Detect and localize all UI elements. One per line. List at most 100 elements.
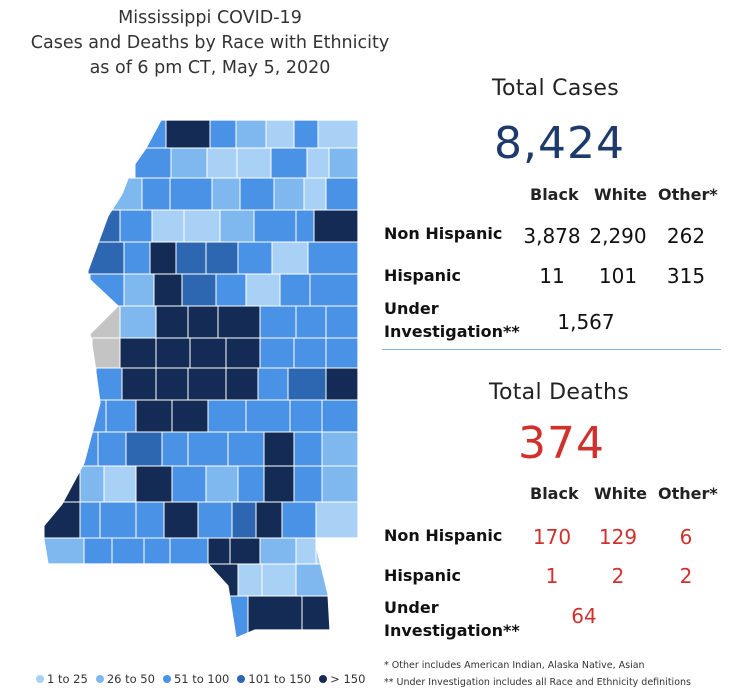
county-region-92	[205, 465, 239, 503]
county-region-45	[309, 273, 358, 307]
total-cases-title: Total Cases	[492, 76, 619, 101]
county-region-73	[171, 399, 209, 433]
county-region-28	[295, 209, 315, 243]
county-region-78	[67, 431, 99, 467]
county-region-118	[237, 563, 263, 597]
deaths-nh-black: 170	[532, 525, 572, 549]
legend-dot-4	[237, 675, 246, 683]
county-region-122	[247, 595, 303, 638]
county-region-63	[121, 367, 157, 401]
county-region-119	[261, 563, 297, 597]
county-region-54	[91, 337, 121, 369]
total-deaths-title: Total Deaths	[489, 380, 629, 405]
total-cases-number: 8,424	[494, 118, 625, 169]
county-region-76	[289, 399, 323, 433]
cases-row-non-hispanic: Non Hispanic	[384, 224, 503, 243]
county-region-59	[259, 337, 295, 369]
county-region-98	[79, 501, 101, 539]
county-region-72	[135, 399, 173, 433]
title-line-2: Cases and Deaths by Race with Ethnicity	[30, 33, 390, 53]
cases-under-value: 1,567	[557, 310, 615, 334]
county-region-104	[255, 501, 283, 539]
legend-item-3: 51 to 100	[162, 672, 230, 686]
cases-nh-white: 2,290	[589, 224, 647, 248]
county-layer	[43, 120, 358, 638]
county-region-2	[209, 120, 237, 149]
legend-label-2: 26 to 50	[106, 672, 155, 686]
county-region-22	[85, 209, 121, 243]
county-region-16	[169, 177, 213, 211]
county-region-27	[253, 209, 297, 243]
county-region-10	[236, 147, 272, 179]
county-region-64	[155, 367, 189, 401]
county-region-26	[219, 209, 255, 243]
county-region-7	[134, 147, 172, 179]
county-region-61	[325, 337, 358, 369]
deaths-under-label-2: Investigation**	[384, 621, 520, 640]
county-region-6	[317, 120, 358, 149]
legend-label-4: 101 to 150	[248, 672, 312, 686]
cases-h-black: 11	[539, 264, 565, 288]
county-region-36	[271, 241, 309, 275]
county-region-87	[49, 465, 81, 503]
legend-item-4: 101 to 150	[237, 672, 311, 686]
county-region-74	[207, 399, 247, 433]
legend-label-5: > 150	[330, 672, 366, 686]
deaths-col-black: Black	[530, 484, 579, 503]
deaths-row-under-investigation: Under Investigation**	[384, 596, 520, 642]
cases-col-other: Other*	[658, 185, 718, 204]
deaths-col-white: White	[594, 484, 648, 503]
cases-nh-black: 3,878	[523, 224, 581, 248]
county-region-100	[135, 501, 165, 539]
county-region-90	[135, 465, 173, 503]
deaths-nh-other: 6	[679, 525, 693, 549]
county-region-5	[293, 120, 319, 149]
cases-h-other: 315	[666, 264, 706, 288]
county-region-79	[97, 431, 127, 467]
county-region-58	[225, 337, 261, 369]
county-region-37	[307, 241, 358, 275]
legend-dot-3	[162, 675, 171, 683]
county-region-38	[89, 273, 125, 307]
county-region-47	[119, 305, 157, 339]
county-region-60	[293, 337, 327, 369]
cases-row-hispanic: Hispanic	[384, 266, 462, 285]
cases-col-white: White	[594, 185, 648, 204]
mississippi-county-map	[40, 108, 370, 643]
county-region-8	[170, 147, 208, 179]
county-region-13	[328, 147, 358, 179]
cases-row-under-investigation: Under Investigation**	[384, 297, 520, 343]
cases-col-black: Black	[530, 185, 579, 204]
title-line-3: as of 6 pm CT, May 5, 2020	[89, 58, 331, 78]
county-region-9	[206, 147, 238, 179]
county-region-93	[237, 465, 265, 503]
title-line-1: Mississippi COVID-19	[118, 8, 302, 28]
county-region-41	[181, 273, 217, 307]
county-region-91	[171, 465, 207, 503]
cases-under-label-1: Under	[384, 299, 439, 318]
county-region-52	[295, 305, 327, 339]
county-region-86	[321, 431, 358, 467]
total-deaths-number: 374	[518, 418, 605, 469]
county-region-114	[259, 537, 297, 565]
county-region-94	[263, 465, 295, 503]
county-region-108	[83, 537, 113, 565]
county-region-66	[225, 367, 259, 401]
county-region-109	[111, 537, 145, 565]
county-region-105	[281, 501, 317, 539]
county-region-102	[197, 501, 233, 539]
county-region-33	[175, 241, 207, 275]
county-region-49	[187, 305, 219, 339]
county-region-106	[315, 501, 358, 539]
legend-item-5: > 150	[319, 672, 365, 686]
county-region-55	[119, 337, 157, 369]
county-region-62	[95, 367, 123, 401]
county-region-115	[295, 537, 317, 565]
county-region-24	[151, 209, 185, 243]
county-region-77	[321, 399, 358, 433]
map-svg	[41, 119, 359, 639]
county-region-85	[293, 431, 323, 467]
legend-dot-2	[95, 675, 104, 683]
county-region-21	[325, 177, 358, 211]
legend-label-3: 51 to 100	[173, 672, 230, 686]
